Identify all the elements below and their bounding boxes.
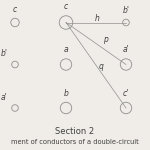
Text: b': b': [1, 49, 8, 58]
Text: b: b: [64, 89, 68, 98]
Text: Section 2: Section 2: [56, 128, 94, 136]
Text: c: c: [64, 2, 68, 11]
Text: a': a': [123, 45, 129, 54]
Text: p: p: [103, 35, 107, 44]
Text: b': b': [123, 6, 129, 15]
Text: a': a': [1, 93, 8, 102]
Text: a: a: [64, 45, 68, 54]
Text: q: q: [99, 62, 104, 71]
Text: c: c: [13, 5, 17, 14]
Text: h: h: [94, 14, 99, 23]
Text: ment of conductors of a double-circuit: ment of conductors of a double-circuit: [11, 140, 139, 146]
Text: c': c': [123, 89, 129, 98]
